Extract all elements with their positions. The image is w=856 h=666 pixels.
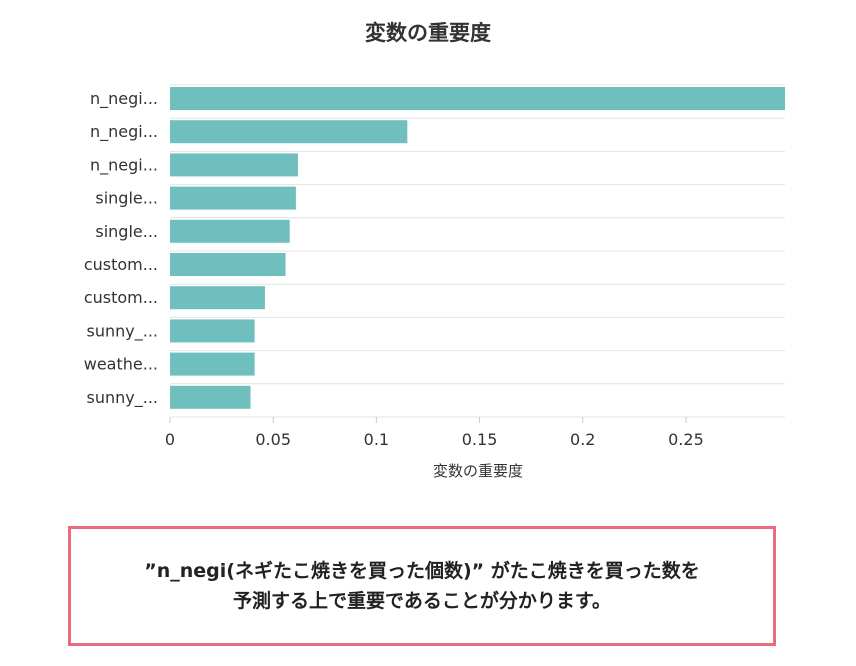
bar [170, 153, 298, 177]
bar [170, 219, 290, 243]
x-axis-title: 変数の重要度 [433, 462, 523, 480]
category-label: sunny_... [87, 321, 158, 341]
bar [170, 120, 408, 144]
bar [170, 385, 251, 409]
category-label: sunny_... [87, 388, 158, 408]
x-tick-label: 0.2 [570, 430, 595, 449]
x-axis-ticks: 0 0.05 0.1 0.15 0.2 0.25 [165, 417, 704, 449]
bar [170, 186, 296, 210]
category-labels: n_negi... n_negi... n_negi... single... sing… [84, 89, 158, 408]
bars [170, 87, 785, 409]
chart-title: 変数の重要度 [365, 21, 491, 45]
category-label: n_negi... [90, 89, 158, 109]
category-label: custom... [84, 288, 158, 307]
category-label: n_negi... [90, 122, 158, 142]
x-tick-label: 0 [165, 430, 175, 449]
category-label: single... [95, 222, 158, 241]
x-tick-label: 0.05 [255, 430, 291, 449]
bar [170, 253, 286, 276]
bar [170, 319, 255, 343]
x-tick-label: 0.1 [364, 430, 389, 449]
category-label: n_negi... [90, 155, 158, 175]
category-label: custom... [84, 255, 158, 274]
note-box: ”n_negi(ネギたこ焼きを買った個数)” がたこ焼きを買った数を 予測する上… [68, 526, 776, 646]
x-tick-label: 0.25 [668, 430, 704, 449]
bar [170, 286, 265, 310]
grid-lines [170, 84, 785, 418]
category-label: weathe... [84, 355, 158, 374]
x-tick-label: 0.15 [462, 430, 498, 449]
bar-chart: n_negi... n_negi... n_negi... single... sing… [84, 84, 785, 480]
bar [170, 87, 785, 110]
note-line-2: 予測する上で重要であることが分かります。 [233, 590, 611, 612]
bar [170, 352, 255, 376]
note-line-1: ”n_negi(ネギたこ焼きを買った個数)” がたこ焼きを買った数を [144, 560, 700, 582]
category-label: single... [95, 189, 158, 208]
